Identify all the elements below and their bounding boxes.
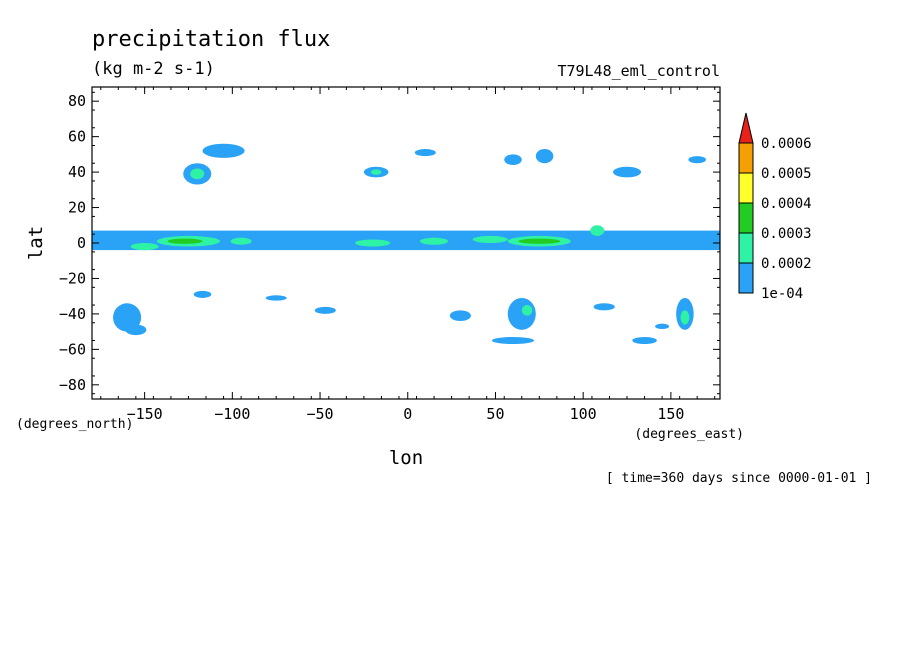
dataset-label: T79L48_eml_control [557, 62, 720, 80]
precip-region-3 [167, 238, 203, 244]
precip-region-5 [355, 239, 391, 247]
y-tick-label: −60 [59, 340, 86, 358]
axis-ticks: −150 −100 −50 0 50 100 150 80 60 40 20 0 −20 −40 −60 −8… [59, 87, 720, 423]
y-tick-label: 40 [68, 163, 86, 181]
x-tick-label: 0 [403, 405, 412, 423]
colorbar-swatch [738, 202, 754, 234]
y-tick-label: 60 [68, 128, 86, 146]
precip-region-22 [125, 324, 147, 336]
precip-region-24 [265, 295, 287, 301]
precip-region-1 [130, 243, 159, 251]
precip-region-9 [518, 238, 561, 244]
colorbar-label: 0.0002 [761, 256, 812, 272]
precip-region-16 [414, 149, 436, 157]
precip-region-26 [449, 310, 471, 321]
precip-region-10 [590, 225, 605, 236]
colorbar-label: 0.0003 [761, 226, 812, 242]
colorbar-label: 0.0006 [761, 136, 812, 152]
y-axis-label: lat [25, 226, 47, 260]
y-tick-label: −80 [59, 376, 86, 394]
precip-region-4 [230, 237, 252, 245]
y-tick-label: 80 [68, 92, 86, 110]
colorbar-swatch [738, 262, 754, 294]
precip-region-7 [472, 235, 508, 243]
x-tick-label: 150 [657, 405, 684, 423]
precip-region-20 [688, 156, 706, 164]
y-tick-label: −40 [59, 305, 86, 323]
colorbar-swatch [738, 172, 754, 204]
precip-region-29 [491, 336, 535, 345]
x-tick-label: −100 [214, 405, 250, 423]
precip-region-17 [504, 154, 522, 166]
precip-region-34 [655, 323, 670, 329]
precip-region-13 [202, 143, 245, 158]
precip-region-33 [680, 310, 690, 325]
chart-title: precipitation flux [92, 27, 330, 52]
colorbar: 0.0006 0.0005 0.0004 0.0003 0.0002 1e-04 [738, 112, 812, 302]
y-tick-label: 0 [77, 234, 86, 252]
colorbar-label: 0.0004 [761, 196, 812, 212]
precip-region-18 [535, 149, 554, 164]
colorbar-label: 1e-04 [761, 286, 803, 302]
colorbar-label: 0.0005 [761, 166, 812, 182]
precip-region-23 [193, 290, 212, 298]
x-axis-units: (degrees_east) [634, 427, 744, 442]
chart-units: (kg m-2 s-1) [92, 59, 215, 79]
precip-region-27 [507, 297, 536, 330]
colorbar-extend-arrow [738, 112, 754, 144]
y-tick-label: 20 [68, 199, 86, 217]
y-axis-units: (degrees_north) [16, 417, 133, 432]
time-stamp: [ time=360 days since 0000-01-01 ] [606, 471, 872, 486]
precip-region-12 [190, 168, 205, 180]
x-tick-label: 100 [570, 405, 597, 423]
x-tick-label: −150 [127, 405, 163, 423]
y-tick-label: −20 [59, 269, 86, 287]
colorbar-swatch [738, 232, 754, 264]
precip-region-15 [370, 169, 382, 175]
precip-region-30 [593, 303, 615, 311]
x-tick-label: 50 [486, 405, 504, 423]
precip-region-25 [314, 306, 336, 314]
x-tick-label: −50 [306, 405, 333, 423]
precip-region-28 [521, 305, 533, 316]
plot-area: −150 −100 −50 0 50 100 150 80 60 40 20 0 −20 −40 −60 −8… [59, 86, 721, 423]
precip-region-21 [113, 303, 142, 332]
precip-region-31 [632, 336, 657, 345]
x-axis-label: lon [389, 447, 423, 469]
precip-region-6 [420, 237, 449, 245]
colorbar-swatch [738, 142, 754, 174]
precip-band-0 [92, 230, 720, 251]
contour-fields [92, 143, 720, 345]
precip-region-19 [612, 166, 642, 178]
